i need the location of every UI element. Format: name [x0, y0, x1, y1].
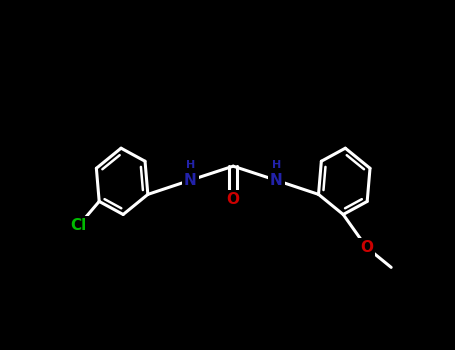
Text: N: N	[184, 173, 197, 188]
Text: O: O	[360, 240, 373, 255]
Text: H: H	[186, 160, 195, 170]
Text: O: O	[227, 192, 240, 207]
Text: Cl: Cl	[71, 218, 87, 233]
Text: N: N	[270, 173, 283, 188]
Text: H: H	[272, 160, 281, 170]
